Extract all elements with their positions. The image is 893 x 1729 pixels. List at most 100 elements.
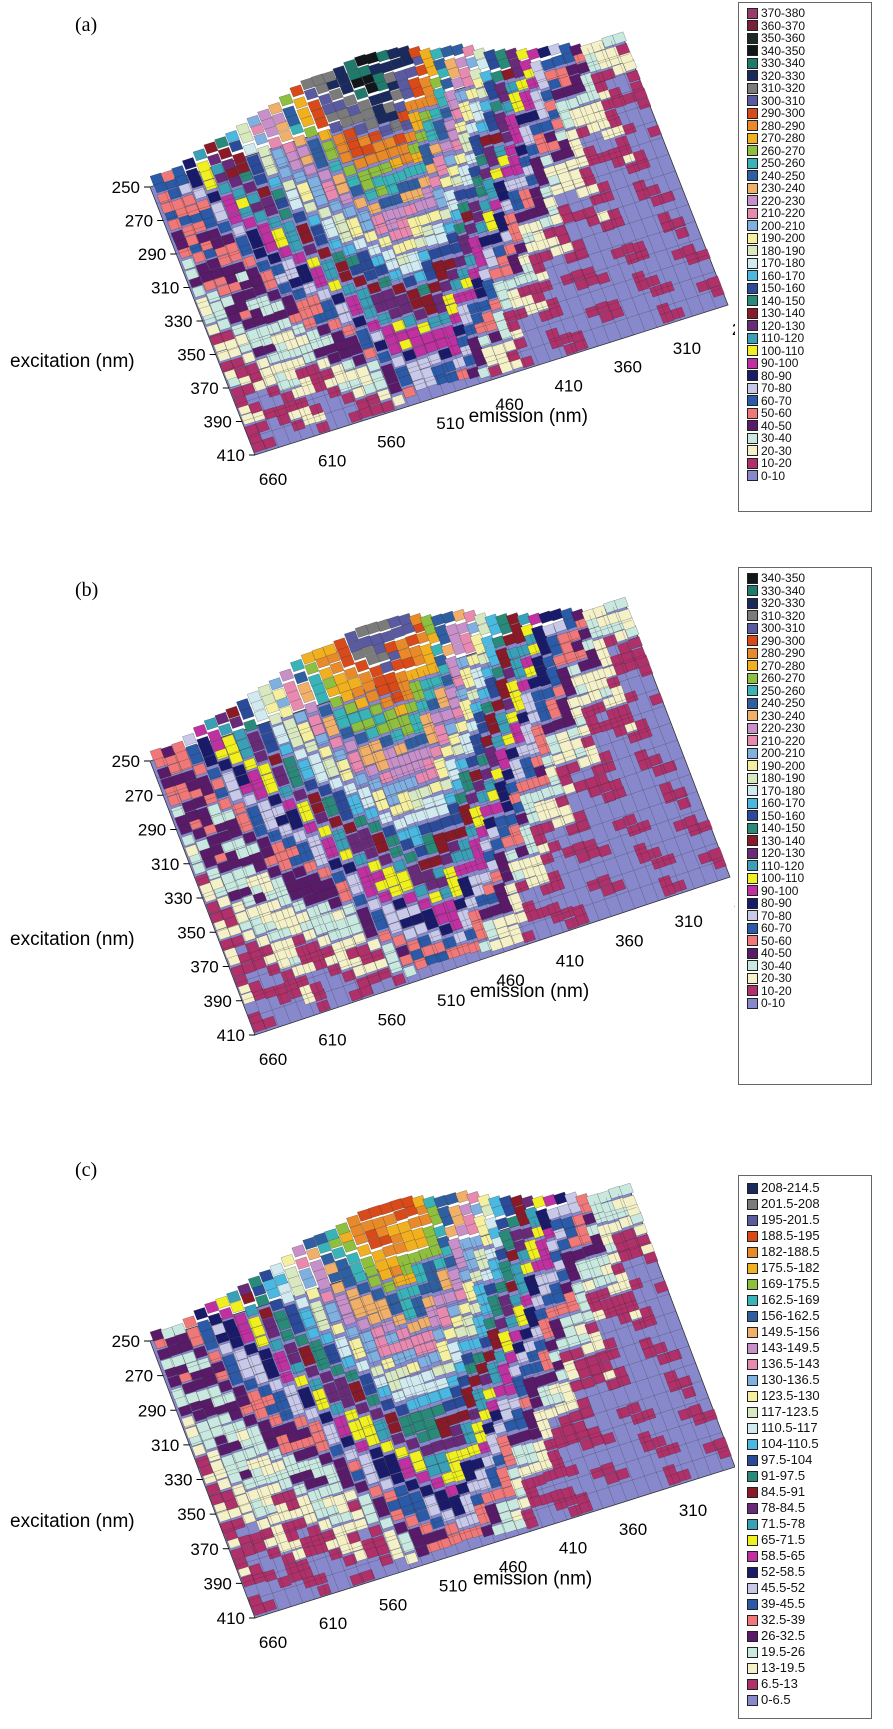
legend-label: 230-240 [761, 708, 806, 723]
grid-line [445, 93, 551, 362]
surface-cell [407, 824, 422, 838]
grid-line [386, 111, 492, 381]
surface-cell [346, 103, 362, 117]
surface-cell [342, 821, 358, 835]
x-tick-label: 510 [436, 414, 464, 433]
surface-cell [444, 623, 460, 637]
surface-cell [455, 655, 471, 669]
surface-cell [713, 1436, 729, 1450]
surface-cell [389, 728, 405, 742]
surface-cell [527, 281, 543, 295]
surface-cell [565, 96, 580, 110]
surface-cell [245, 266, 261, 280]
surface-cell [234, 270, 250, 284]
legend-entry: 220-230 [747, 722, 865, 735]
x-tick-label: 410 [556, 951, 584, 970]
surface-cell [284, 1266, 300, 1280]
legend-entry: 169-175.5 [747, 1276, 865, 1292]
surface-cell [210, 162, 226, 176]
grid-line [185, 1329, 292, 1607]
surface-cell [371, 788, 387, 803]
grid-line [197, 1325, 304, 1603]
surface-cell [617, 641, 632, 655]
surface-cell [572, 809, 588, 824]
surface-cell [268, 677, 284, 691]
surface-cell [404, 736, 419, 750]
surface-cell [182, 732, 197, 747]
surface-cell [606, 611, 622, 625]
surface-cell [676, 1468, 692, 1482]
legend-label: 90-100 [761, 356, 799, 371]
surface-cell [542, 226, 558, 240]
surface-cell [657, 211, 672, 225]
surface-cell [333, 637, 349, 651]
x-axis-title: emission (nm) [469, 406, 588, 427]
surface-cell [292, 210, 308, 224]
surface-cell [359, 1330, 375, 1344]
surface-cell [558, 739, 574, 753]
surface-cell [466, 336, 482, 349]
grid-line [169, 87, 643, 238]
surface-cell [292, 1517, 308, 1531]
surface-cell [228, 211, 243, 225]
surface-cell [279, 705, 294, 719]
surface-cell [344, 630, 359, 644]
surface-cell [214, 711, 230, 726]
surface-cell [382, 1528, 398, 1543]
surface-cell [543, 1406, 559, 1420]
surface-cell [184, 843, 200, 858]
surface-cell [459, 1459, 475, 1473]
surface-cell [582, 205, 597, 219]
surface-cell [217, 1411, 233, 1426]
surface-cell [356, 1281, 372, 1295]
surface-cell [316, 1277, 332, 1291]
y-tick-label: 270 [125, 786, 153, 805]
surface-cell [241, 287, 257, 301]
surface-cell [580, 1376, 596, 1390]
surface-cell [539, 153, 555, 167]
surface-cell [473, 1467, 489, 1481]
surface-cell [398, 1414, 414, 1428]
surface-cell [302, 351, 317, 365]
surface-cell [346, 832, 361, 846]
surface-cell [370, 1325, 386, 1339]
surface-cell [323, 1262, 339, 1276]
surface-cell [576, 1396, 592, 1410]
surface-cell [271, 187, 286, 201]
surface-cell [292, 170, 308, 184]
surface-cell [359, 259, 375, 272]
surface-cell [217, 758, 233, 772]
surface-cell [575, 1193, 591, 1207]
surface-cell [320, 1252, 336, 1266]
surface-cell [381, 1280, 397, 1294]
surface-cell [377, 350, 392, 364]
surface-cell [367, 202, 383, 215]
surface-cell [387, 615, 403, 629]
surface-cell [149, 1328, 165, 1342]
surface-cell [388, 268, 404, 282]
panel-label: (a) [75, 14, 98, 36]
legend-entry: 130-140 [747, 835, 865, 848]
surface-cell [246, 769, 262, 783]
surface-cell [268, 1338, 284, 1352]
surface-cell [495, 1434, 511, 1448]
grid-line [156, 53, 630, 204]
surface-cell [395, 252, 411, 266]
surface-cell [237, 1282, 252, 1296]
grid-line [182, 688, 658, 847]
surface-cell [149, 172, 165, 186]
legend-swatch [747, 45, 758, 57]
surface-cell [270, 263, 286, 277]
surface-cell [235, 1429, 251, 1443]
surface-cell [341, 358, 357, 372]
surface-cell [328, 87, 344, 101]
surface-cell [206, 1449, 222, 1463]
surface-cell [338, 311, 353, 325]
surface-cell [305, 1247, 321, 1261]
surface-cell [269, 1298, 285, 1312]
surface-cell [278, 742, 294, 756]
grid-line [233, 1314, 340, 1592]
grid-line [281, 1299, 388, 1577]
grid-line [521, 1223, 628, 1502]
surface-cell [627, 636, 643, 650]
